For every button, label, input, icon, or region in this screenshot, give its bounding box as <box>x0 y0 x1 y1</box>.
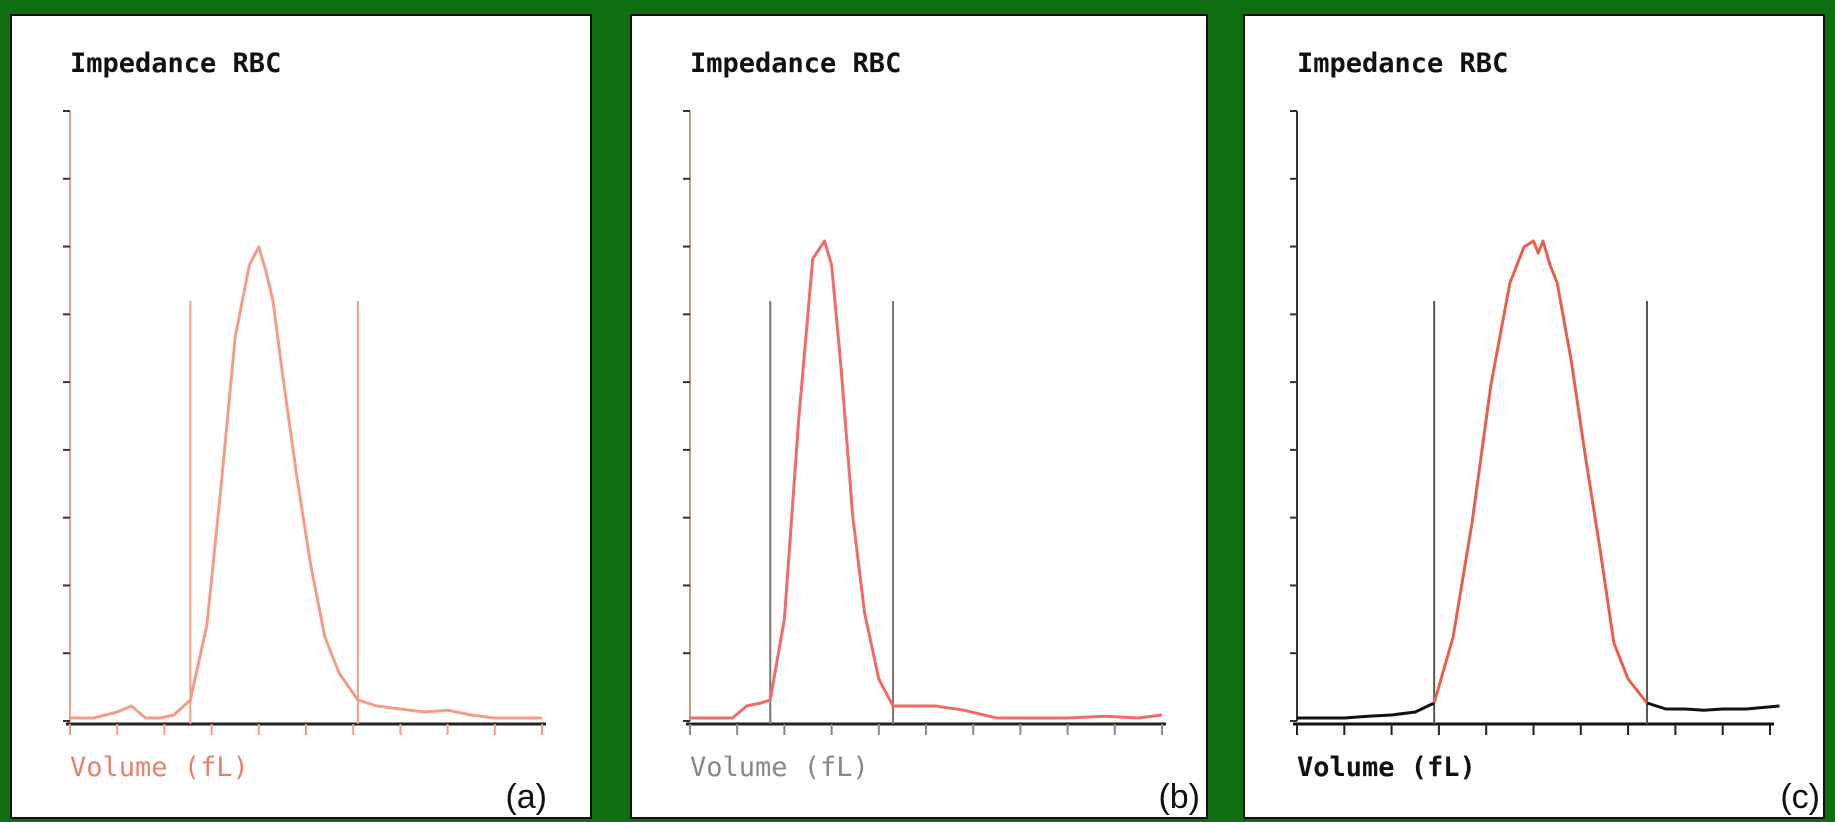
histogram-curve <box>1432 239 1649 704</box>
histogram-curve <box>690 239 1163 720</box>
histogram-chart-c: Impedance RBC Volume (fL) (c) <box>1290 48 1820 816</box>
x-axis-label: Volume (fL) <box>1297 752 1476 783</box>
x-axis-label: Volume (fL) <box>70 752 249 783</box>
histogram-curve <box>1646 701 1780 712</box>
histogram-curve <box>70 245 542 720</box>
chart-panel-c: Impedance RBC Volume (fL) (c) <box>1243 14 1825 819</box>
chart-panel-a: Impedance RBC Volume (fL) (a) <box>10 14 592 819</box>
histogram-chart-a: Impedance RBC Volume (fL) (a) <box>63 48 547 816</box>
panel-label: (b) <box>1158 778 1200 816</box>
panel-label: (c) <box>1780 778 1820 816</box>
panel-label: (a) <box>505 778 547 816</box>
chart-panel-b: Impedance RBC Volume (fL) (b) <box>630 14 1208 819</box>
histogram-chart-b: Impedance RBC Volume (fL) (b) <box>683 48 1200 816</box>
histogram-curve <box>1297 701 1435 720</box>
chart-title: Impedance RBC <box>70 48 281 79</box>
chart-title: Impedance RBC <box>690 48 901 79</box>
x-axis-label: Volume (fL) <box>690 752 869 783</box>
chart-title: Impedance RBC <box>1297 48 1508 79</box>
